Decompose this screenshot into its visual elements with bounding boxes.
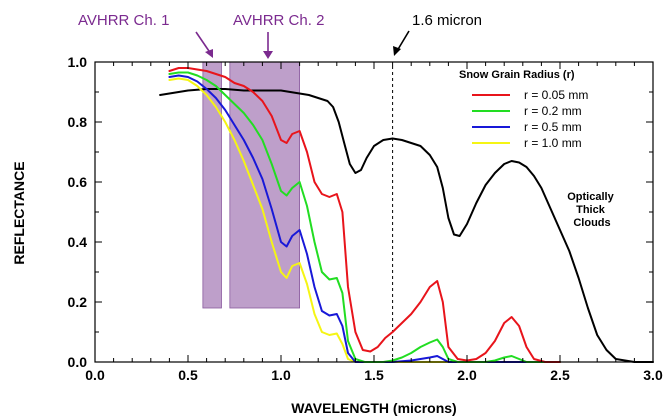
x-tick-label: 1.0 — [271, 367, 291, 383]
x-tick-label: 3.0 — [643, 367, 663, 383]
cloud-label-line-1: Optically — [567, 191, 614, 203]
arrow-1-6-micron-head — [393, 46, 401, 56]
x-tick-label: 2.5 — [550, 367, 570, 383]
legend: Snow Grain Radius (r) r = 0.05 mm r = 0.2… — [459, 69, 588, 150]
band-label-ch1: AVHRR Ch. 1 — [78, 12, 169, 29]
y-tick-label: 0.4 — [68, 234, 88, 250]
x-tick-label: 1.5 — [364, 367, 384, 383]
legend-items: r = 0.05 mm r = 0.2 mm r = 0.5 mm r = 1.0 m… — [472, 88, 588, 150]
y-tick-label: 0.6 — [68, 174, 88, 190]
band-label-ch2: AVHRR Ch. 2 — [233, 12, 324, 29]
y-tick-label: 0.0 — [68, 354, 88, 370]
series-line-5 — [159, 88, 654, 363]
avhrr-band-1 — [202, 61, 222, 309]
legend-label: r = 0.2 mm — [524, 104, 582, 118]
series-line-4 — [168, 77, 561, 363]
y-tick-label: 1.0 — [68, 54, 88, 70]
series-line-3 — [168, 74, 561, 363]
series-line-1 — [168, 67, 561, 363]
y-tick-label: 0.8 — [68, 114, 88, 130]
legend-label: r = 0.05 mm — [524, 88, 588, 102]
legend-title: Snow Grain Radius (r) — [459, 69, 575, 81]
cloud-label: Optically Thick Clouds — [567, 191, 617, 229]
arrow-1-6-micron — [396, 30, 410, 52]
arrow-ch1-head — [205, 49, 213, 58]
axes — [94, 61, 654, 363]
y-axis-label: REFLECTANCE — [11, 161, 27, 264]
x-tick-label: 2.0 — [457, 367, 477, 383]
tick-labels: 0.0 0.5 1.0 1.5 2.0 2.5 3.0 0.0 0.2 0.4 0.6 0.8 1.0 — [68, 54, 663, 383]
legend-label: r = 1.0 mm — [524, 136, 582, 150]
x-axis-label: WAVELENGTH (microns) — [291, 400, 456, 416]
arrow-ch2-head — [263, 51, 273, 59]
cloud-label-line-3: Clouds — [573, 217, 610, 229]
reference-line-label: 1.6 micron — [412, 12, 482, 29]
annotation-arrows — [195, 30, 410, 59]
cloud-label-line-2: Thick — [576, 204, 606, 216]
arrow-ch1 — [195, 31, 212, 55]
y-tick-label: 0.2 — [68, 294, 88, 310]
x-tick-label: 0.0 — [85, 367, 105, 383]
x-tick-label: 0.5 — [178, 367, 198, 383]
legend-label: r = 0.5 mm — [524, 120, 582, 134]
